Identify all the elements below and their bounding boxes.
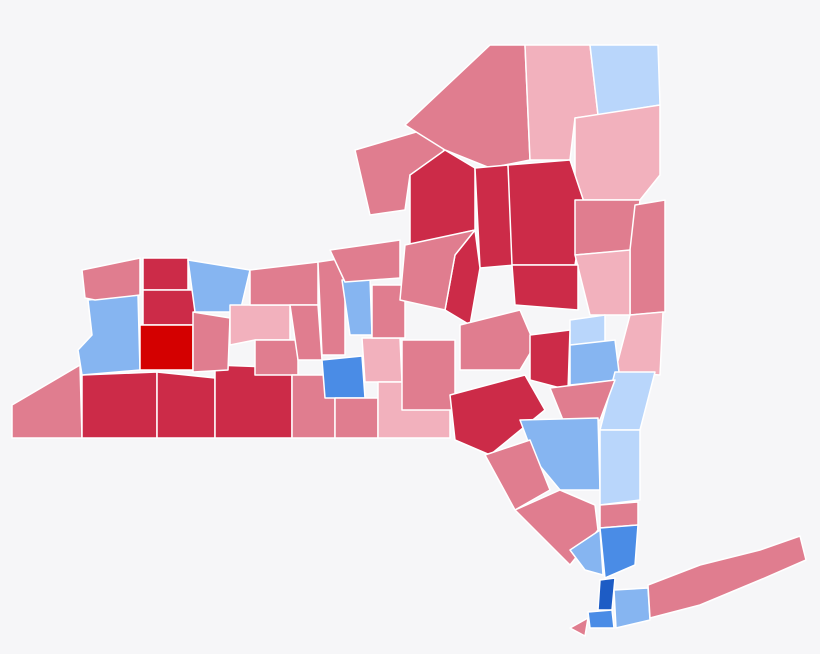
county	[549, 379, 616, 426]
county	[142, 289, 196, 326]
county	[81, 371, 158, 439]
county	[569, 529, 604, 576]
county	[187, 259, 251, 313]
county	[192, 311, 231, 373]
county	[529, 329, 571, 391]
county	[589, 44, 661, 116]
county	[599, 429, 641, 506]
county	[629, 199, 666, 316]
county	[249, 261, 319, 306]
county	[371, 284, 406, 339]
county	[647, 535, 807, 619]
county	[507, 159, 586, 266]
county	[229, 304, 291, 346]
county	[511, 264, 579, 311]
county	[484, 439, 551, 511]
county	[569, 314, 606, 346]
county	[587, 609, 615, 629]
county	[81, 257, 141, 301]
county	[599, 501, 639, 529]
county	[459, 309, 536, 371]
county	[569, 617, 589, 637]
county	[361, 337, 403, 383]
county	[401, 339, 456, 411]
county	[449, 374, 546, 456]
county	[156, 371, 216, 439]
county	[399, 229, 476, 311]
county	[599, 524, 639, 579]
counties	[11, 44, 807, 637]
county	[254, 339, 299, 376]
county	[597, 577, 616, 611]
county	[569, 339, 621, 386]
county	[334, 397, 379, 439]
county	[142, 257, 189, 291]
county	[613, 587, 651, 629]
county	[321, 355, 366, 399]
county	[214, 364, 293, 439]
county	[574, 104, 661, 201]
county	[139, 324, 194, 371]
county	[614, 311, 664, 376]
county	[329, 239, 401, 283]
county	[409, 149, 476, 246]
